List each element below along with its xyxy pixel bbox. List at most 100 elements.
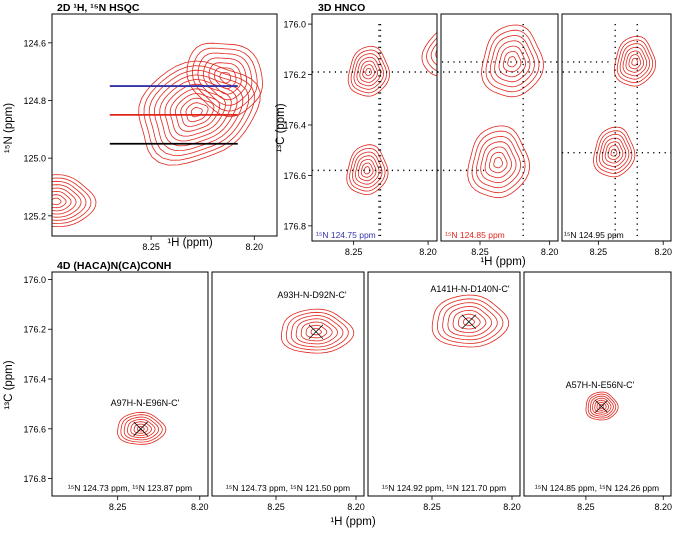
hnco-s1-edge-contour-3 [430,42,437,66]
hnco-strip-3-label: ¹⁵N 124.95 ppm [564,230,624,240]
hnco-s1-edge-contour-2 [426,37,437,71]
hsqc-peak-1-contour-10 [185,102,209,123]
hnco-s3-peak-1-contour-5 [625,50,645,73]
4d-peak-1-contour-3 [123,416,160,441]
4d-peak-3-contour-2 [437,298,504,344]
hnco-s1-peak-1-contour-1 [347,45,391,97]
4d-peak-3-contour-3 [442,302,498,341]
4d-strip-3-footer: ¹⁵N 124.92 ppm, ¹⁵N 121.70 ppm [382,483,506,493]
hnco-s1-edge-contour-5 [440,47,449,57]
4d-peak-2-contour-2 [285,311,349,351]
hnco-s3-xtick-label: 8.25 [590,247,608,257]
hnco-s3-peak-2-contour-6 [607,145,621,160]
4d-peak-label-4: A57H-N-E56N-C' [566,380,635,390]
4d-ytick-label: 176.6 [23,424,46,434]
4d-peak-3-contour-6 [458,313,481,330]
hnco-s1-peak-1-contour-7 [365,67,372,76]
4d-strip-4-frame [523,271,672,497]
hnco-strip-2-frame [440,13,559,242]
hnco-s2-peak-2-contour-3 [475,135,522,189]
hsqc-peak-1-contour-6 [164,83,232,142]
hnco-ytick-label: 176.4 [283,120,306,130]
hnco-s3-peak-1-contour-7 [631,57,639,66]
hnco-s1-peak-2-contour-1 [346,144,389,196]
hsqc-peak-2-contour-7 [219,72,232,84]
4d-peak-2-contour-1 [281,308,355,354]
hnco-s2-peak-1-contour-7 [507,56,517,68]
hnco-s1-peak-2-contour-2 [349,147,386,192]
hsqc-peak-1-contour-2 [143,65,255,161]
hnco-strip-3-contours [593,35,657,178]
hnco-s1-peak-2-contour-6 [360,162,374,178]
panel-4d: 4D (HACA)N(CA)CONH A97H-N-E96N-C' A93H-N… [3,260,672,528]
hsqc-peak-3-contour-1 [52,174,97,228]
hnco-s2-peak-1-contour-2 [485,29,540,93]
hnco-strip-1-contours [346,45,391,196]
4d-strip-1-footer: ¹⁵N 124.73 ppm, ¹⁵N 123.87 ppm [68,483,192,493]
4d-peak-label-3: A141H-N-D140N-C' [430,284,510,294]
4d-peak-2-contour-4 [295,318,339,345]
4d-contours [117,294,619,445]
hnco-s3-peak-1-contour-6 [628,54,642,70]
hsqc-peak-2-contour-3 [197,52,253,106]
hsqc-title: 2D ¹H, ¹⁵N HSQC [57,2,140,14]
hnco-s1-peak-1-contour-3 [353,53,385,90]
hsqc-peak-1-contour-3 [148,69,250,156]
hsqc-peak-1-contour-1 [138,60,261,166]
4d-peak-4-contour-2 [587,393,617,419]
hnco-ytick-label: 176.8 [283,221,306,231]
hnco-s3-peak-1-contour-3 [619,43,651,80]
hsqc-peak-2-contour-5 [208,62,242,95]
hsqc-xlabel: ¹H (ppm) [167,237,213,249]
4d-peak-3-contour-4 [447,306,493,337]
4d-peak-2-center-marker [308,324,324,340]
hsqc-slice-lines [109,85,238,145]
hnco-s3-peak-2-contour-1 [593,126,636,178]
4d-peak-4-contour-7 [598,403,605,409]
hsqc-peak-3-contour-7 [52,194,67,209]
4d-peak-4-contour-3 [590,395,614,417]
hsqc-ytick-label: 124.6 [23,38,46,48]
hnco-s2-peak-1-contour-1 [481,24,544,98]
4d-ytick-label: 176.0 [23,275,46,285]
hnco-s2-xtick-label: 8.20 [541,247,559,257]
hnco-s3-peak-2-contour-5 [604,141,624,164]
4d-s1-xtick-label: 8.20 [191,502,209,512]
hnco-ytick-label: 176.0 [283,20,306,30]
hnco-s3-peak-1-contour-2 [616,39,654,84]
hnco-s1-xtick-label: 8.25 [345,247,363,257]
4d-s2-xtick-label: 8.20 [347,502,365,512]
hnco-s1-peak-1-contour-6 [362,64,375,80]
4d-title: 4D (HACA)N(CA)CONH [57,260,171,272]
4d-strip-2-frame [211,271,365,497]
hnco-s1-edge-contour-4 [435,49,437,59]
4d-strip-3-frame [367,271,521,497]
4d-peak-3-contour-5 [452,309,487,334]
hnco-ylabel: ¹³C (ppm) [275,103,287,152]
4d-strip-1-frame [51,271,209,497]
hsqc-peak-2-contour-6 [213,67,237,90]
4d-ytick-label: 176.4 [23,375,46,385]
hnco-strip-3-frame [561,13,672,242]
4d-peak-4-contour-5 [594,399,610,413]
hsqc-peak-1-contour-4 [154,74,244,152]
hnco-s2-peak-2-contour-6 [488,151,508,174]
4d-peak-label-1: A97H-N-E96N-C' [111,398,180,408]
4d-peak-1-contour-1 [117,411,167,445]
4d-peak-4-center-marker [595,400,608,413]
4d-x-ticks: 8.25 8.20 8.25 8.20 8.25 8.20 8.25 8.20 [109,496,672,512]
hnco-s2-peak-1-contour-3 [489,35,535,88]
hnco-ytick-label: 176.2 [283,70,306,80]
hnco-s1-peak-2-contour-5 [357,159,377,182]
4d-ytick-label: 176.8 [23,474,46,484]
hsqc-frame [51,13,278,237]
hsqc-ytick-label: 124.8 [23,96,46,106]
hnco-s3-xtick-label: 8.20 [654,247,672,257]
hnco-crosshair-guides [312,24,671,236]
panel-hsqc: 2D ¹H, ¹⁵N HSQC 124.6 124.8 125.0 125.2 8.2… [3,2,278,252]
hnco-title: 3D HNCO [318,2,365,14]
hsqc-ylabel: ¹⁵N (ppm) [3,103,15,153]
4d-strip-2-footer: ¹⁵N 124.73 ppm, ¹⁵N 121.50 ppm [226,483,350,493]
hnco-strip-1-edge-peak [421,32,449,77]
hsqc-peak-1-contour-9 [180,97,215,127]
